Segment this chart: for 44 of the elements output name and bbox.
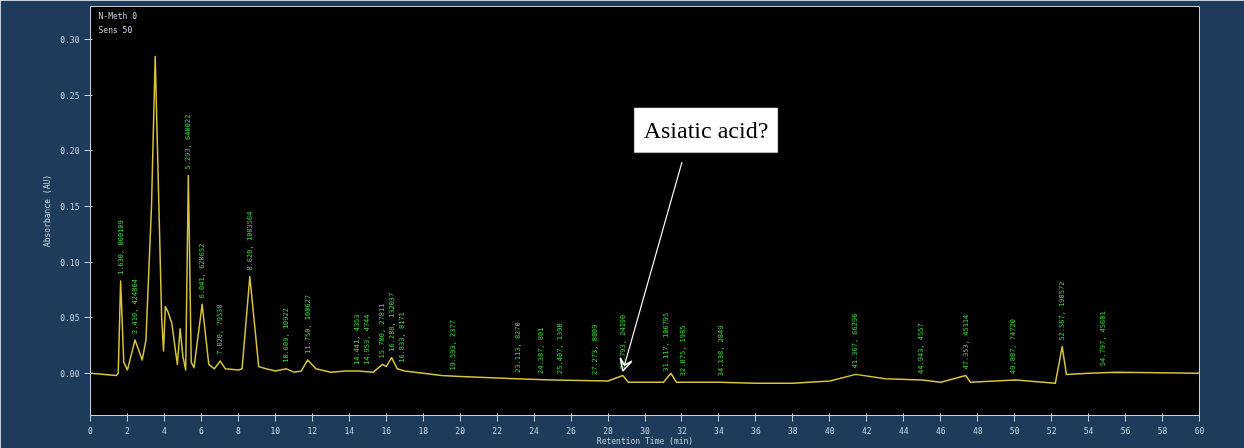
x-tick-label: 18 xyxy=(418,426,429,436)
x-tick-label: 58 xyxy=(1157,426,1168,436)
x-tick-label: 20 xyxy=(455,426,466,436)
x-tick-label: 16 xyxy=(381,426,392,436)
x-tick-label: 24 xyxy=(529,426,540,436)
x-tick-label: 44 xyxy=(898,426,909,436)
y-axis-title: Absorbance (AU) xyxy=(43,174,53,248)
x-tick-label: 38 xyxy=(788,426,798,436)
x-tick-label: 10 xyxy=(270,426,281,436)
x-tick-label: 14 xyxy=(344,426,355,436)
x-tick-label: 0 xyxy=(88,426,94,436)
y-tick-label: 0.20 xyxy=(60,147,80,157)
annotation: N-Meth 0 xyxy=(98,11,138,21)
x-tick-label: 2 xyxy=(125,426,131,436)
x-tick-label: 30 xyxy=(640,426,650,436)
y-tick-label: 0.10 xyxy=(60,258,80,268)
x-tick-label: 6 xyxy=(198,426,204,436)
x-tick-label: 56 xyxy=(1120,426,1131,436)
x-axis-title: Retention Time (min) xyxy=(596,436,694,446)
y-tick-label: 0.30 xyxy=(60,36,80,46)
x-tick-label: 54 xyxy=(1083,426,1094,436)
x-tick-label: 46 xyxy=(935,426,946,436)
y-tick-label: 0.15 xyxy=(60,203,80,213)
y-tick-label: 0.00 xyxy=(60,369,80,379)
x-tick-label: 60 xyxy=(1194,426,1205,436)
x-tick-label: 28 xyxy=(603,426,614,436)
x-tick-label: 34 xyxy=(714,426,724,436)
y-tick-label: 0.05 xyxy=(60,314,80,324)
y-tick-label: 0.25 xyxy=(60,91,80,101)
x-tick-label: 12 xyxy=(307,426,318,436)
annotation: Asiatic acid? xyxy=(643,117,769,144)
x-tick-label: 8 xyxy=(235,426,241,436)
line-series xyxy=(90,55,1200,385)
x-tick-label: 48 xyxy=(972,426,983,436)
x-tick-label: 26 xyxy=(566,426,577,436)
annotation: Sens 50 xyxy=(98,25,133,35)
x-tick-label: 4 xyxy=(162,426,168,436)
x-tick-label: 40 xyxy=(825,426,835,436)
x-tick-label: 50 xyxy=(1009,426,1020,436)
x-tick-label: 52 xyxy=(1046,426,1057,436)
x-tick-label: 22 xyxy=(492,426,503,436)
x-tick-label: 36 xyxy=(751,426,761,436)
x-tick-label: 32 xyxy=(677,426,687,436)
x-tick-label: 42 xyxy=(861,426,872,436)
